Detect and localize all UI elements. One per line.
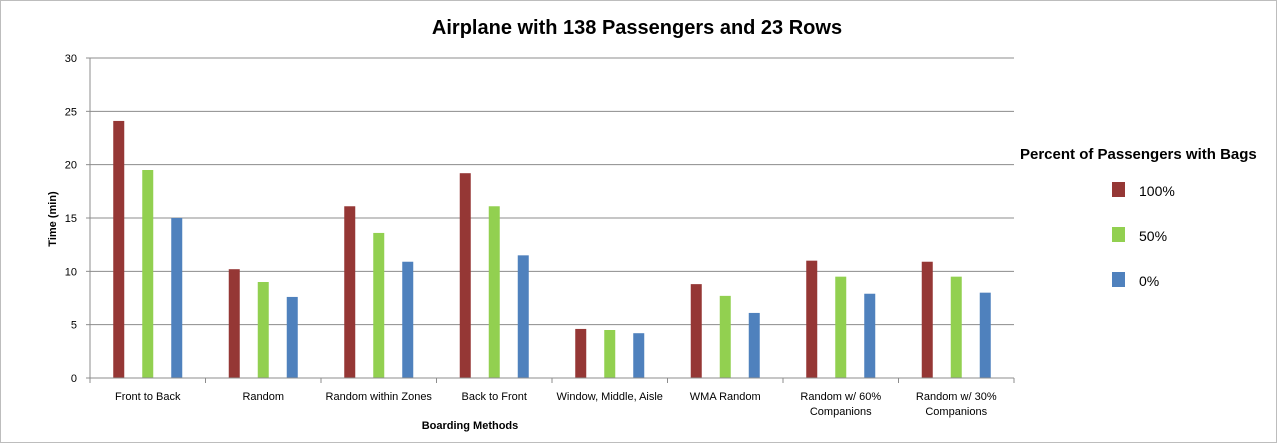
chart-title: Airplane with 138 Passengers and 23 Rows <box>432 17 842 39</box>
y-tick-labels: 0 5 10 15 20 25 30 <box>65 53 77 385</box>
x-tick-labels: Front to Back Random Random within Zones Ba… <box>115 391 997 418</box>
bar-0pct-7 <box>979 292 991 378</box>
bar-100pct-5 <box>690 284 702 378</box>
gridlines <box>86 57 1014 379</box>
x-tick-label: Back to Front <box>462 391 527 403</box>
y-tick-label: 0 <box>71 373 77 385</box>
x-tick-label: Front to Back <box>115 391 181 403</box>
bar-50pct-5 <box>719 295 731 378</box>
axes <box>89 58 1015 383</box>
bar-50pct-7 <box>950 276 962 378</box>
x-tick-label: Random w/ 60% Companions <box>800 391 881 418</box>
legend-swatch <box>1112 272 1125 287</box>
bar-0pct-2 <box>402 261 414 378</box>
legend-swatch <box>1112 182 1125 197</box>
bar-100pct-3 <box>459 173 471 378</box>
legend-entry-label: 100% <box>1139 183 1175 199</box>
bar-50pct-0 <box>142 170 154 378</box>
bar-0pct-6 <box>864 293 876 378</box>
legend-entry-label: 50% <box>1139 228 1167 244</box>
bar-50pct-2 <box>373 232 385 378</box>
bar-0pct-1 <box>286 296 298 378</box>
y-tick-label: 30 <box>65 53 77 65</box>
bar-100pct-1 <box>228 269 240 378</box>
bar-100pct-2 <box>344 206 356 378</box>
bar-100pct-4 <box>575 328 587 378</box>
bar-0pct-3 <box>517 255 529 378</box>
bar-50pct-1 <box>257 282 269 378</box>
y-tick-label: 25 <box>65 106 77 118</box>
bar-50pct-3 <box>488 206 500 378</box>
legend: Percent of Passengers with Bags 100% 50% 0… <box>1020 146 1257 289</box>
y-tick-label: 5 <box>71 320 77 332</box>
legend-entry-label: 0% <box>1139 273 1159 289</box>
y-axis-label: Time (min) <box>47 191 59 247</box>
x-tick-label: Window, Middle, Aisle <box>557 391 663 403</box>
bar-100pct-7 <box>921 261 933 378</box>
bar-0pct-0 <box>171 218 183 378</box>
legend-swatch <box>1112 227 1125 242</box>
y-tick-label: 15 <box>65 213 77 225</box>
bar-group <box>113 120 991 378</box>
bar-100pct-0 <box>113 120 125 378</box>
bar-0pct-4 <box>633 333 645 378</box>
legend-title: Percent of Passengers with Bags <box>1020 146 1257 163</box>
bar-0pct-5 <box>748 312 760 378</box>
x-axis-label: Boarding Methods <box>422 420 519 432</box>
x-tick-label: Random w/ 30% Companions <box>916 391 997 418</box>
bar-100pct-6 <box>806 260 818 378</box>
bar-50pct-6 <box>835 276 847 378</box>
bar-50pct-4 <box>604 330 616 378</box>
x-tick-label: WMA Random <box>690 391 761 403</box>
x-tick-label: Random <box>242 391 284 403</box>
y-tick-label: 10 <box>65 266 77 278</box>
x-tick-label: Random within Zones <box>326 391 433 403</box>
y-tick-label: 20 <box>65 160 77 172</box>
